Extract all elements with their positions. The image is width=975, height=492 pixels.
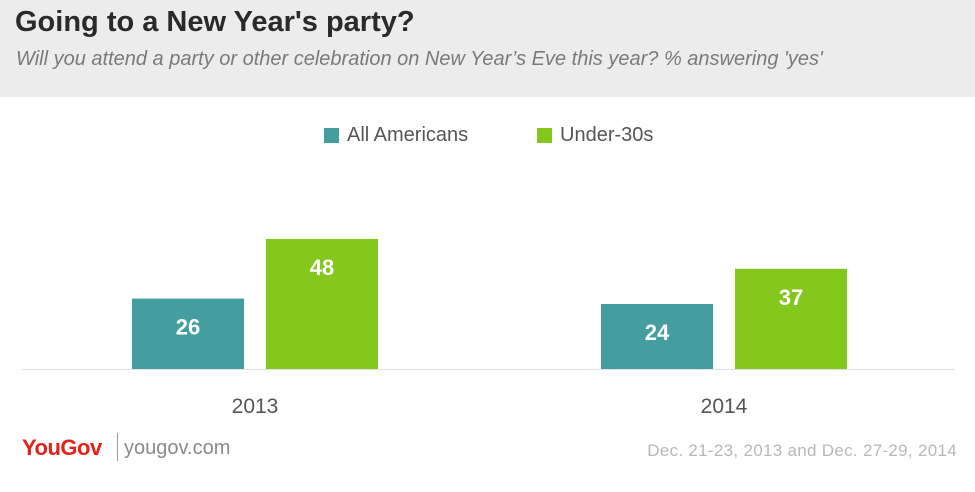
footer-divider	[117, 433, 118, 461]
footer-survey-dates: Dec. 21-23, 2013 and Dec. 27-29, 2014	[647, 441, 957, 460]
chart-header: Going to a New Year's party? Will you at…	[0, 0, 975, 97]
data-label-under-30s-2013: 48	[310, 255, 334, 280]
chart-subtitle: Will you attend a party or other celebra…	[16, 48, 823, 70]
footer-site-link: yougov.com	[124, 437, 231, 459]
legend-swatch-under-30s	[537, 127, 552, 143]
legend-label-under-30s: Under-30s	[560, 123, 654, 146]
data-label-under-30s-2014: 37	[779, 285, 803, 310]
x-tick-label-2014: 2014	[701, 395, 748, 418]
yougov-logo: YouGov	[22, 435, 102, 460]
x-tick-label-2013: 2013	[232, 395, 279, 418]
legend-item-all-americans: All Americans	[324, 120, 468, 150]
data-label-all-americans-2013: 26	[176, 315, 200, 340]
legend-label-all-americans: All Americans	[347, 123, 469, 146]
data-label-all-americans-2014: 24	[645, 320, 670, 345]
chart-legend: All Americans Under-30s	[0, 120, 975, 150]
bar-under-30s-2014	[735, 268, 847, 369]
legend-swatch-all-americans	[324, 127, 339, 143]
bar-chart: 26 48 2013 24 37 2014	[22, 239, 955, 418]
bar-all-americans-2013	[132, 298, 244, 369]
chart-title: Going to a New Year's party?	[15, 6, 415, 38]
legend-item-under-30s: Under-30s	[537, 120, 653, 150]
bar-all-americans-2014	[601, 304, 713, 369]
bar-under-30s-2013	[266, 239, 378, 369]
